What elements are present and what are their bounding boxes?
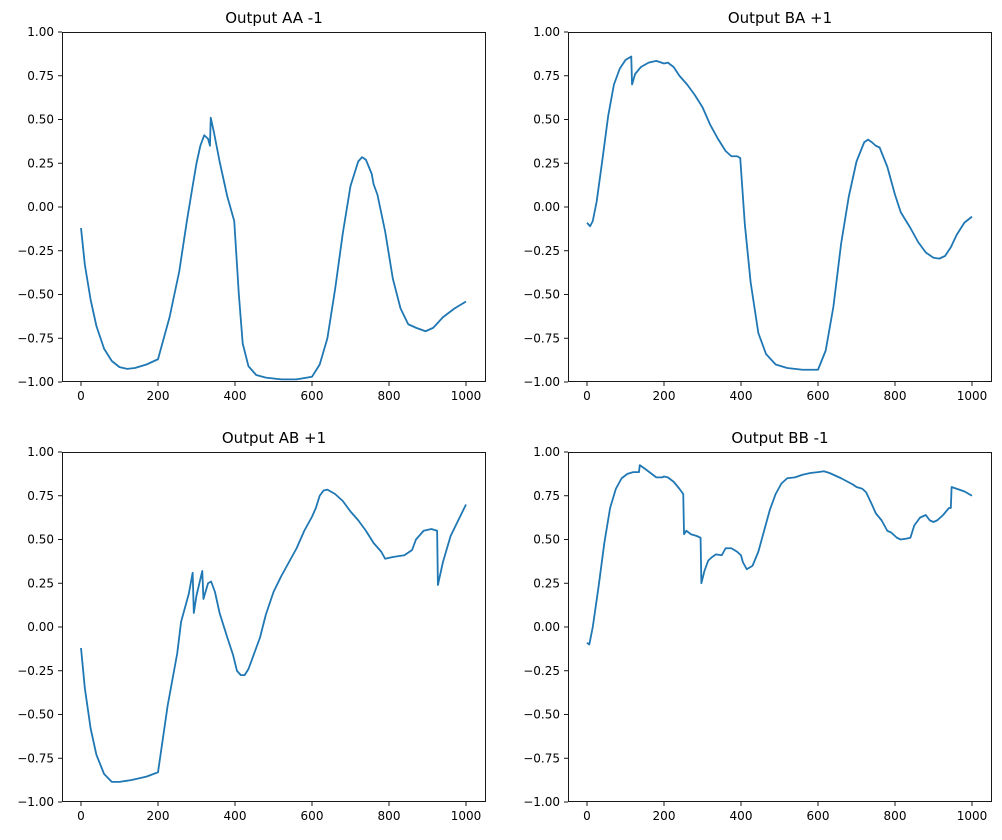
y-tick-label: 0.25 <box>533 156 560 170</box>
x-tick-label: 400 <box>730 809 753 823</box>
y-tick-label: 0.50 <box>27 113 54 127</box>
y-tick-label: 0.00 <box>27 620 54 634</box>
y-tick-label: −0.25 <box>523 244 560 258</box>
y-tick-label: 0.75 <box>27 489 54 503</box>
y-tick-label: 1.00 <box>27 25 54 39</box>
x-tick-label: 800 <box>884 809 907 823</box>
y-tick-label: −0.50 <box>17 288 54 302</box>
y-tick-label: −0.25 <box>523 664 560 678</box>
x-tick-label: 1000 <box>957 389 988 403</box>
x-tick-label: 1000 <box>957 809 988 823</box>
x-tick-label: 0 <box>77 809 85 823</box>
y-tick-label: 0.50 <box>27 533 54 547</box>
axes-frame <box>568 32 992 382</box>
y-tick-label: 0.50 <box>533 113 560 127</box>
y-tick-label: −0.25 <box>17 244 54 258</box>
y-tick-label: 0.25 <box>27 576 54 590</box>
y-tick-label: −0.75 <box>523 751 560 765</box>
y-tick-label: −1.00 <box>17 795 54 809</box>
y-tick-label: −0.75 <box>17 331 54 345</box>
x-tick-label: 600 <box>301 389 324 403</box>
chart-title: Output BB -1 <box>731 429 828 447</box>
y-tick-label: −0.75 <box>523 331 560 345</box>
x-tick-label: 800 <box>884 389 907 403</box>
series-line <box>586 464 973 646</box>
y-tick-label: −0.50 <box>17 708 54 722</box>
x-tick-label: 800 <box>378 389 401 403</box>
y-tick-label: 0.75 <box>533 489 560 503</box>
subplot-2: Output BA +1 0 200 400 600 800 1000 −1.00 −0.75 −… <box>523 9 992 403</box>
series-line <box>80 488 467 783</box>
chart-title: Output AA -1 <box>225 9 323 27</box>
y-tick-label: 0.75 <box>27 69 54 83</box>
x-tick-label: 1000 <box>451 809 482 823</box>
y-tick-label: −0.25 <box>17 664 54 678</box>
x-tick-label: 400 <box>224 809 247 823</box>
y-tick-label: 0.25 <box>27 156 54 170</box>
subplot-1: Output AA -1 0 200 400 600 800 1000 −1.00 −0.75 −… <box>17 9 486 403</box>
series-line <box>586 55 973 371</box>
y-tick-label: 0.00 <box>533 200 560 214</box>
y-tick-label: 1.00 <box>533 25 560 39</box>
x-tick-label: 600 <box>807 809 830 823</box>
series-line <box>80 116 467 381</box>
y-tick-label: 0.00 <box>533 620 560 634</box>
x-tick-label: 200 <box>147 389 170 403</box>
y-tick-label: −1.00 <box>17 375 54 389</box>
x-tick-label: 1000 <box>451 389 482 403</box>
y-tick-label: 1.00 <box>27 445 54 459</box>
x-tick-label: 0 <box>583 389 591 403</box>
y-tick-label: −1.00 <box>523 795 560 809</box>
subplot-3: Output AB +1 0 200 400 600 800 1000 −1.00 −0.75 −… <box>17 429 486 823</box>
subplot-4: Output BB -1 0 200 400 600 800 1000 −1.00 −0.75 −… <box>523 429 992 823</box>
axes-frame <box>62 32 486 382</box>
chart-title: Output BA +1 <box>728 9 832 27</box>
y-tick-label: 0.25 <box>533 576 560 590</box>
x-tick-label: 200 <box>653 389 676 403</box>
y-tick-label: 1.00 <box>533 445 560 459</box>
y-tick-label: −1.00 <box>523 375 560 389</box>
chart-title: Output AB +1 <box>222 429 326 447</box>
x-tick-label: 200 <box>147 809 170 823</box>
y-tick-label: 0.75 <box>533 69 560 83</box>
x-tick-label: 600 <box>807 389 830 403</box>
x-tick-label: 400 <box>730 389 753 403</box>
y-tick-label: −0.75 <box>17 751 54 765</box>
y-tick-label: −0.50 <box>523 288 560 302</box>
y-tick-label: 0.00 <box>27 200 54 214</box>
x-tick-label: 0 <box>583 809 591 823</box>
x-tick-label: 400 <box>224 389 247 403</box>
axes-frame <box>62 452 486 802</box>
x-tick-label: 200 <box>653 809 676 823</box>
x-tick-label: 0 <box>77 389 85 403</box>
axes-frame <box>568 452 992 802</box>
x-tick-label: 600 <box>301 809 324 823</box>
y-tick-label: −0.50 <box>523 708 560 722</box>
y-tick-label: 0.50 <box>533 533 560 547</box>
x-tick-label: 800 <box>378 809 401 823</box>
